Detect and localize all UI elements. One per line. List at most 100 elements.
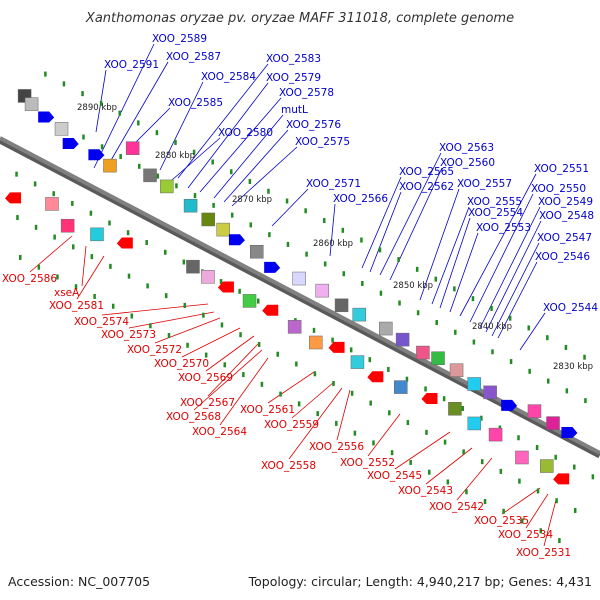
- track-tick: [230, 212, 234, 218]
- forward-label-leader: [497, 261, 538, 339]
- track-tick: [335, 420, 338, 426]
- track-tick: [539, 528, 543, 534]
- track-tick: [398, 300, 401, 306]
- ruler: 2890 kbp 2880 kbp 2870 kbp 2860 kbp 2850 kbp…: [77, 103, 593, 372]
- reverse-gene-label[interactable]: XOO_2574: [74, 316, 129, 328]
- forward-gene-label[interactable]: XOO_2589: [152, 33, 207, 45]
- forward-gene-label[interactable]: mutL: [281, 104, 308, 116]
- reverse-gene-label[interactable]: XOO_2570: [154, 358, 209, 370]
- ruler-label: 2870 kbp: [232, 195, 272, 205]
- reverse-gene-arrow: [367, 371, 384, 383]
- forward-gene-label[interactable]: XOO_2580: [218, 127, 273, 139]
- forward-gene-label[interactable]: XOO_2585: [168, 97, 223, 109]
- reverse-gene-label[interactable]: XOO_2534: [498, 529, 553, 541]
- forward-gene-label[interactable]: XOO_2557: [457, 178, 512, 190]
- forward-gene-label[interactable]: XOO_2547: [537, 232, 592, 244]
- forward-label-leader: [271, 188, 309, 227]
- forward-gene-block: [24, 97, 39, 111]
- track-tick: [435, 320, 438, 326]
- reverse-gene-label[interactable]: XOO_2581: [49, 300, 104, 312]
- reverse-gene-label[interactable]: XOO_2552: [340, 457, 395, 469]
- forward-label-leader: [329, 203, 336, 257]
- forward-gene-label[interactable]: XOO_2554: [468, 207, 523, 219]
- reverse-gene-label[interactable]: XOO_2556: [309, 441, 364, 453]
- track-tick: [119, 154, 122, 160]
- forward-gene-label[interactable]: XOO_2591: [104, 59, 159, 71]
- reverse-gene-label[interactable]: XOO_2567: [180, 397, 235, 409]
- reverse-gene-label[interactable]: XOO_2568: [166, 411, 221, 423]
- reverse-gene-label[interactable]: xseA: [54, 287, 80, 299]
- forward-gene-arrow: [561, 426, 578, 438]
- reverse-gene-block: [45, 197, 59, 211]
- ruler-label: 2840 kbp: [472, 322, 512, 332]
- forward-gene-label[interactable]: XOO_2563: [439, 142, 494, 154]
- reverse-gene-label[interactable]: XOO_2569: [178, 372, 233, 384]
- forward-gene-label[interactable]: XOO_2560: [440, 157, 495, 169]
- reverse-gene-label[interactable]: XOO_2545: [367, 470, 422, 482]
- forward-gene-label[interactable]: XOO_2575: [295, 136, 350, 148]
- gene-labels[interactable]: XOO_2589 XOO_2591 XOO_2587 XOO_2583 XOO_2584…: [2, 33, 598, 559]
- forward-gene-label[interactable]: XOO_2544: [543, 302, 598, 314]
- ruler-label: 2890 kbp: [77, 103, 117, 113]
- forward-gene-label[interactable]: XOO_2562: [399, 181, 454, 193]
- forward-label-leader: [159, 81, 204, 171]
- forward-label-leader: [519, 312, 546, 351]
- ruler-label: 2880 kbp: [155, 151, 195, 161]
- track-tick: [248, 178, 252, 184]
- track-tick: [90, 254, 94, 260]
- track-tick: [238, 288, 241, 294]
- forward-gene-arrow: [228, 234, 245, 246]
- forward-gene-label[interactable]: XOO_2565: [399, 166, 454, 178]
- reverse-gene-label[interactable]: XOO_2542: [429, 501, 484, 513]
- track-tick: [564, 344, 568, 350]
- track-tick: [369, 400, 372, 406]
- forward-gene-label[interactable]: XOO_2553: [476, 222, 531, 234]
- genome-backbone: [0, 136, 600, 459]
- track-tick: [15, 171, 18, 177]
- reverse-gene-arrow: [421, 392, 438, 404]
- reverse-gene-label[interactable]: XOO_2558: [261, 460, 316, 472]
- forward-gene-label[interactable]: XOO_2578: [279, 87, 334, 99]
- reverse-gene-label[interactable]: XOO_2535: [474, 515, 529, 527]
- reverse-label-leader: [394, 431, 451, 470]
- forward-gene-label[interactable]: XOO_2550: [531, 183, 586, 195]
- forward-gene-label[interactable]: XOO_2551: [534, 163, 589, 175]
- track-tick: [212, 202, 215, 208]
- forward-gene-label[interactable]: XOO_2576: [286, 119, 341, 131]
- forward-gene-label[interactable]: XOO_2548: [539, 210, 594, 222]
- forward-gene-label[interactable]: XOO_2584: [201, 71, 256, 83]
- track-tick: [99, 100, 103, 106]
- track-tick: [164, 293, 168, 299]
- forward-gene-label[interactable]: XOO_2571: [306, 178, 361, 190]
- track-tick: [137, 163, 141, 169]
- reverse-gene-label[interactable]: XOO_2531: [516, 547, 571, 559]
- reverse-gene-label[interactable]: XOO_2559: [264, 419, 319, 431]
- track-tick: [332, 381, 335, 387]
- track-tick: [379, 290, 383, 296]
- backbone-line: [0, 136, 600, 455]
- forward-gene-label[interactable]: XOO_2549: [538, 196, 593, 208]
- forward-gene-label[interactable]: XOO_2579: [266, 72, 321, 84]
- reverse-gene-label[interactable]: XOO_2572: [127, 344, 182, 356]
- reverse-gene-label[interactable]: XOO_2586: [2, 273, 57, 285]
- reverse-gene-label[interactable]: XOO_2564: [192, 426, 247, 438]
- track-tick: [276, 351, 279, 357]
- track-tick: [405, 376, 409, 382]
- reverse-gene-label[interactable]: XOO_2561: [240, 404, 295, 416]
- forward-gene-label[interactable]: XOO_2555: [467, 196, 522, 208]
- track-tick: [285, 198, 289, 204]
- forward-label-leader: [439, 217, 471, 309]
- track-tick: [130, 313, 134, 319]
- track-tick: [223, 362, 227, 368]
- forward-gene-label[interactable]: XOO_2546: [535, 251, 590, 263]
- track-tick: [44, 71, 47, 77]
- track-tick: [508, 315, 512, 321]
- forward-gene-label[interactable]: XOO_2587: [166, 51, 221, 63]
- forward-gene-block: [292, 271, 306, 286]
- forward-gene-label[interactable]: XOO_2566: [333, 193, 388, 205]
- forward-gene-label[interactable]: XOO_2583: [266, 53, 321, 65]
- gene-features: [5, 89, 578, 485]
- reverse-gene-label[interactable]: XOO_2543: [398, 485, 453, 497]
- track-tick: [322, 218, 326, 224]
- reverse-gene-label[interactable]: XOO_2573: [101, 329, 156, 341]
